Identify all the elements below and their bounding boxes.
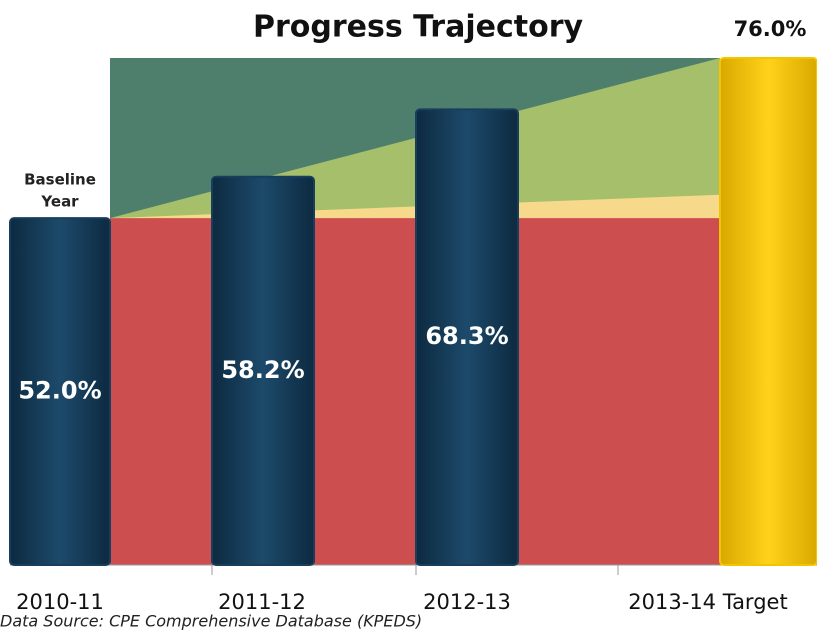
bar [9,217,111,567]
x-tick-label: 2013-14 Target [628,590,787,614]
bar [415,108,519,567]
bar [211,175,315,566]
bar [719,57,817,566]
chart-title: Progress Trajectory [253,10,584,45]
value-label: 68.3% [425,322,508,350]
value-label: 58.2% [221,356,304,384]
baseline-annotation: Baseline [24,171,96,189]
x-tick-label: 2012-13 [423,590,511,614]
x-tick-label: 2010-11 [16,590,104,614]
baseline-annotation: Year [40,193,79,211]
x-tick-label: 2011-12 [218,590,306,614]
value-label: 52.0% [18,377,101,405]
value-label: 76.0% [734,17,807,41]
source-note: Data Source: CPE Comprehensive Database … [0,612,422,631]
